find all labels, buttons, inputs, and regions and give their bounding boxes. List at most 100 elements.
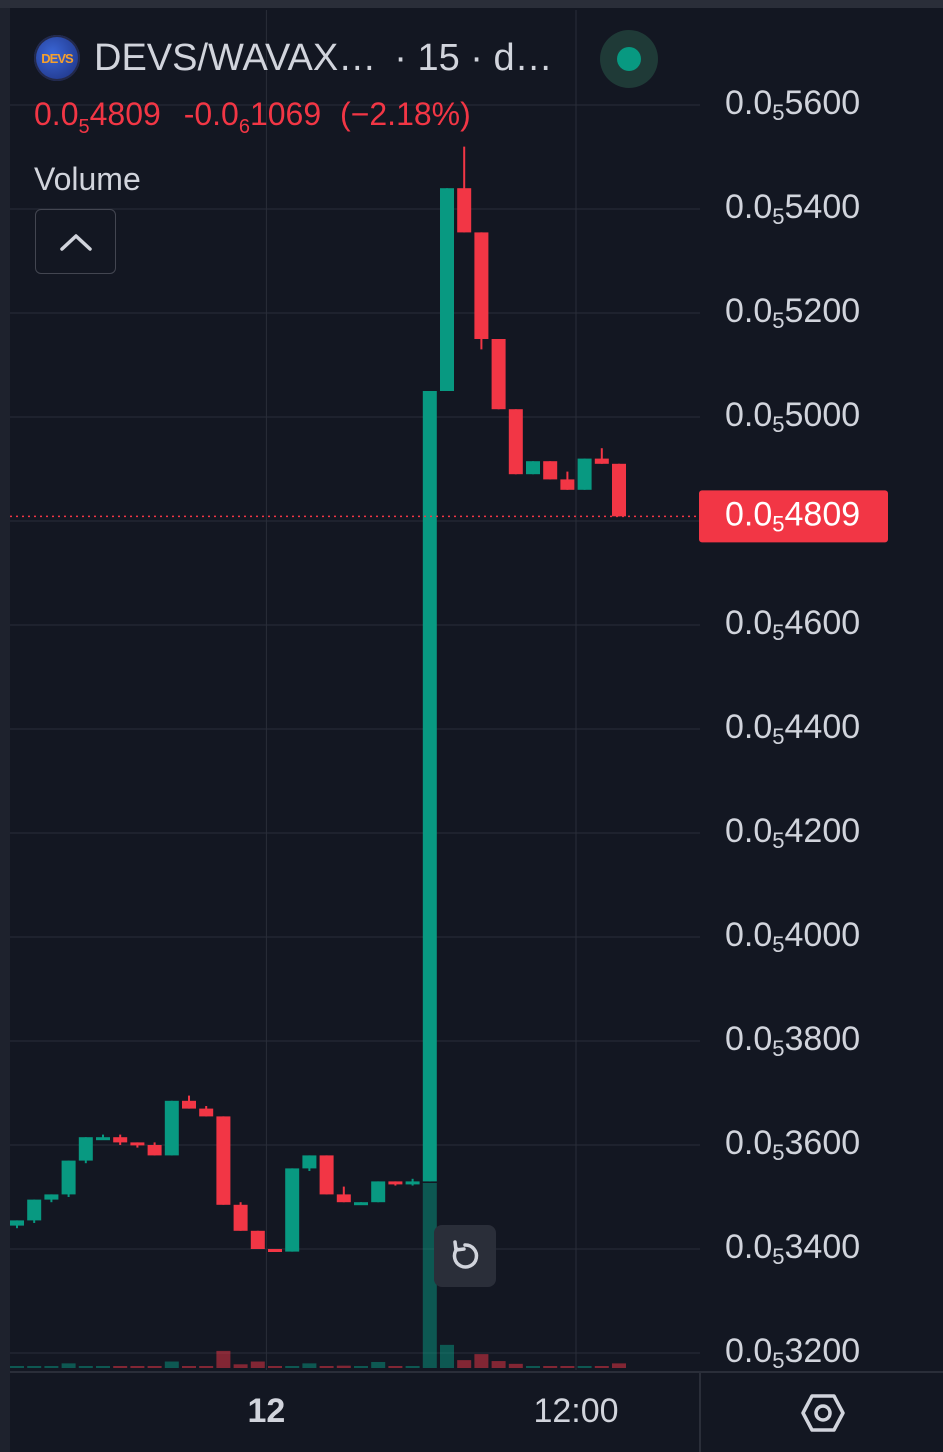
candle xyxy=(78,1137,93,1164)
candle-body xyxy=(147,1145,162,1156)
candle-body xyxy=(250,1230,265,1249)
candle-body xyxy=(543,461,558,480)
candle-body xyxy=(457,188,472,233)
price-change-row: 0.054809 -0.061069 (−2.18%) xyxy=(34,96,674,139)
collapse-indicators-button[interactable] xyxy=(35,209,116,274)
market-status-button[interactable] xyxy=(600,30,658,88)
volume-bar xyxy=(336,1365,351,1368)
volume-bar xyxy=(319,1366,334,1368)
candle-body xyxy=(302,1155,317,1169)
candle-body xyxy=(182,1100,196,1109)
candle-body xyxy=(577,458,592,490)
candle-body xyxy=(319,1155,334,1195)
price-tick-label: 0.054600 xyxy=(725,604,860,645)
candle xyxy=(508,409,523,475)
candles xyxy=(10,146,626,1252)
candle-body xyxy=(560,479,575,490)
volume-bar xyxy=(612,1363,626,1368)
current-price-value: 0.054809 xyxy=(34,96,161,138)
candle xyxy=(336,1186,351,1203)
volume-bar xyxy=(508,1363,523,1368)
volume-bar xyxy=(491,1361,506,1368)
volume-bar xyxy=(44,1366,59,1368)
volume-bar xyxy=(78,1366,93,1368)
candle xyxy=(560,471,575,490)
candle xyxy=(96,1134,110,1141)
candle xyxy=(130,1142,145,1148)
candle xyxy=(302,1155,317,1171)
price-tick-label: 0.053200 xyxy=(725,1332,860,1373)
volume-bar xyxy=(560,1366,575,1368)
candle xyxy=(319,1155,334,1195)
candle xyxy=(371,1181,386,1203)
volume-bar xyxy=(474,1354,489,1368)
candle xyxy=(285,1168,300,1252)
candle-body xyxy=(216,1116,231,1205)
volume-bar xyxy=(405,1366,420,1368)
candle xyxy=(268,1249,282,1252)
volume-bar xyxy=(216,1350,231,1368)
volume-bar xyxy=(543,1366,558,1368)
volume-bar xyxy=(96,1366,110,1368)
price-axis: 0.055600 0.055400 0.055200 0.055000 0.054600… xyxy=(699,84,888,1373)
candle xyxy=(354,1202,368,1206)
candle xyxy=(491,339,506,410)
candle xyxy=(577,458,592,490)
candle-body xyxy=(96,1137,110,1141)
candle xyxy=(440,188,454,391)
candle xyxy=(405,1178,420,1186)
candle-body xyxy=(233,1204,248,1231)
volume-bar xyxy=(61,1363,76,1368)
price-tick-label: 0.053800 xyxy=(725,1020,860,1061)
volume-bar xyxy=(285,1366,300,1368)
candle-body xyxy=(164,1100,179,1156)
chart-header: DEVS DEVS/WAVAX… · 15 · d… 0.054809 -0.0… xyxy=(34,30,674,198)
volume-bars xyxy=(10,1183,626,1368)
candle-body xyxy=(61,1160,76,1195)
candle-body xyxy=(405,1181,420,1185)
candle-body xyxy=(27,1199,42,1221)
volume-bar xyxy=(199,1366,214,1368)
candle-body xyxy=(354,1202,368,1206)
candle xyxy=(61,1160,76,1197)
candle-body xyxy=(491,339,506,410)
candle-body xyxy=(440,188,454,391)
market-status-dot-icon xyxy=(617,47,641,71)
candle xyxy=(10,1220,24,1229)
price-tick-label: 0.053600 xyxy=(725,1124,860,1165)
devs-token-logo-icon: DEVS xyxy=(34,35,80,81)
candle xyxy=(113,1134,128,1145)
symbol-name[interactable]: DEVS/WAVAX… xyxy=(94,36,377,79)
candle xyxy=(216,1116,231,1205)
chart-settings-button[interactable] xyxy=(800,1390,846,1436)
hexagon-settings-icon xyxy=(801,1394,845,1432)
volume-bar xyxy=(130,1366,145,1368)
price-tick-label: 0.055200 xyxy=(725,292,860,333)
candle xyxy=(199,1106,214,1117)
reset-chart-button[interactable] xyxy=(434,1225,496,1287)
candle-body xyxy=(285,1168,300,1252)
volume-bar xyxy=(10,1366,24,1368)
candle-body xyxy=(268,1249,282,1252)
last-price-badge xyxy=(699,490,888,543)
candle xyxy=(422,391,437,1182)
price-change-percent: (−2.18%) xyxy=(340,96,471,132)
candle-body xyxy=(594,458,609,464)
volume-indicator-label[interactable]: Volume xyxy=(34,161,141,197)
symbol-row: DEVS DEVS/WAVAX… · 15 · d… xyxy=(34,30,674,88)
price-tick-label: 0.055600 xyxy=(725,84,860,125)
candle xyxy=(233,1202,248,1231)
volume-bar xyxy=(388,1366,403,1368)
candle xyxy=(388,1181,403,1186)
volume-bar xyxy=(302,1363,317,1368)
candle xyxy=(27,1199,42,1223)
interval-and-source[interactable]: · 15 · d… xyxy=(394,36,553,79)
candle xyxy=(526,461,540,475)
volume-bar xyxy=(526,1366,540,1368)
candle xyxy=(543,461,558,480)
price-tick-label: 0.055400 xyxy=(725,188,860,229)
volume-bar xyxy=(371,1361,386,1368)
candle-body xyxy=(388,1181,403,1185)
candle-body xyxy=(371,1181,386,1203)
